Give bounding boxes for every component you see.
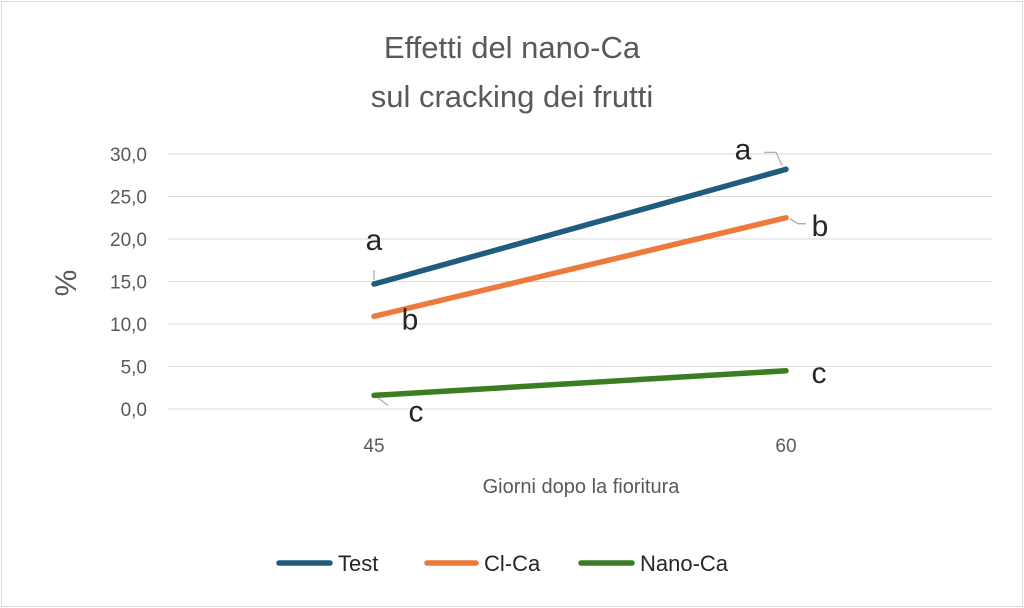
data-point: [373, 315, 375, 317]
legend-label: Test: [338, 551, 378, 576]
data-label: c: [409, 395, 424, 428]
y-tick-label: 25,0: [110, 188, 147, 209]
x-axis-ticks: 45 60: [363, 436, 796, 457]
data-point: [785, 168, 787, 170]
y-tick-label: 0,0: [121, 400, 147, 421]
series-lines: [371, 166, 789, 399]
legend-label: Cl-Ca: [484, 551, 541, 576]
y-tick-label: 15,0: [110, 273, 147, 294]
data-point: [373, 394, 375, 396]
y-tick-label: 20,0: [110, 230, 147, 251]
x-axis-title: Giorni dopo la fioritura: [483, 476, 681, 498]
data-point: [785, 217, 787, 219]
gridlines: [168, 153, 992, 410]
data-point: [373, 283, 375, 285]
legend-label: Nano-Ca: [640, 551, 729, 576]
series-line: [371, 368, 789, 399]
y-axis-title: %: [50, 270, 83, 297]
label-leader: [789, 218, 806, 225]
label-leader: [764, 151, 783, 166]
data-label: b: [402, 303, 419, 336]
chart-title-line-1: Effetti del nano-Ca: [384, 30, 641, 65]
data-label: a: [735, 133, 752, 166]
data-label: a: [366, 224, 383, 257]
legend: Test Cl-Ca Nano-Ca: [276, 551, 729, 576]
data-label: c: [812, 357, 827, 390]
chart-title-line-2: sul cracking dei frutti: [371, 79, 654, 114]
y-tick-label: 10,0: [110, 315, 147, 336]
x-tick-label: 45: [363, 436, 384, 457]
y-tick-label: 30,0: [110, 145, 147, 166]
y-tick-label: 5,0: [121, 358, 147, 379]
x-tick-label: 60: [775, 436, 796, 457]
data-point: [785, 370, 787, 372]
series-line: [371, 166, 789, 287]
data-label: b: [812, 210, 829, 243]
series-line: [371, 215, 789, 320]
data-labels: a a b b c c: [366, 133, 829, 428]
y-axis-ticks: 0,0 5,0 10,0 15,0 20,0 25,0 30,0: [110, 145, 147, 421]
